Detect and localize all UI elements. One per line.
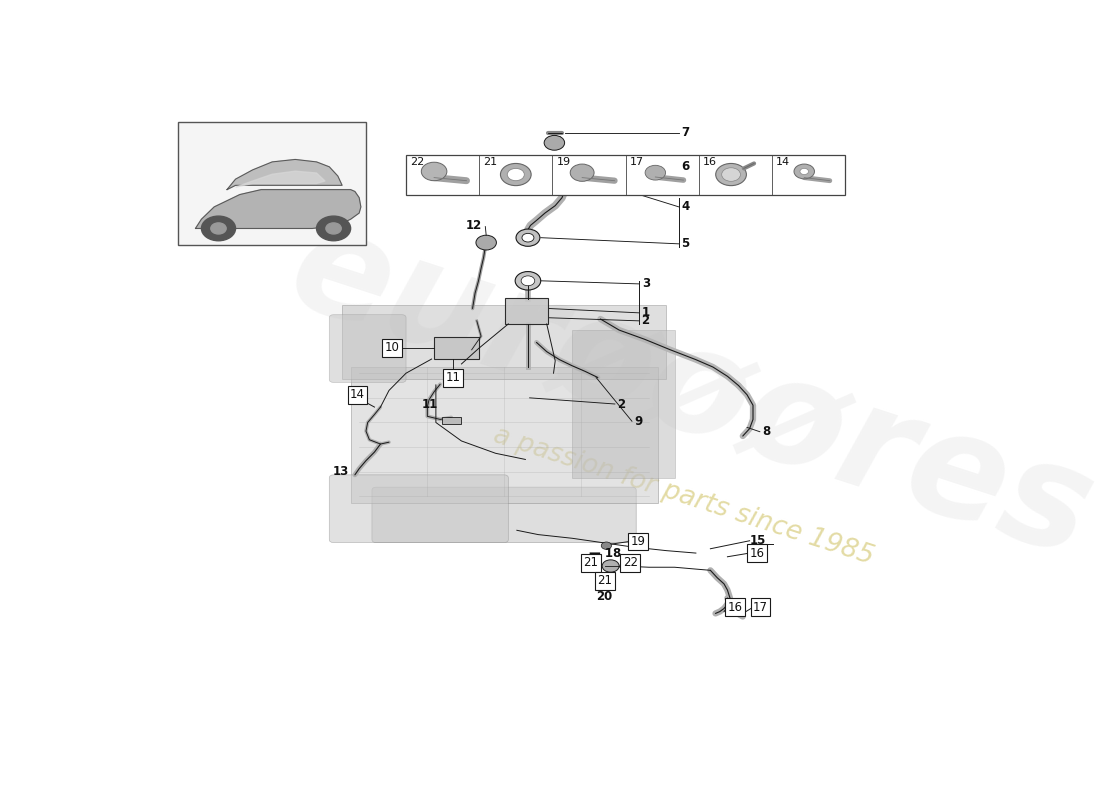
Text: 10: 10 (384, 342, 399, 354)
Text: 16: 16 (703, 157, 717, 167)
Circle shape (326, 223, 341, 234)
Text: 12: 12 (465, 219, 482, 232)
Text: 1: 1 (641, 306, 649, 319)
Text: 11: 11 (446, 371, 461, 384)
Text: 17: 17 (754, 601, 768, 614)
Text: 22: 22 (623, 557, 638, 570)
Text: 20: 20 (596, 590, 613, 603)
Text: 22: 22 (410, 157, 425, 167)
Text: 7: 7 (681, 126, 690, 139)
Text: 2: 2 (641, 314, 649, 327)
Text: 21: 21 (484, 157, 497, 167)
Text: 14: 14 (777, 157, 790, 167)
Circle shape (570, 164, 594, 182)
Text: 11: 11 (421, 398, 438, 410)
Circle shape (507, 168, 525, 181)
Text: eurøøøres: eurøøøres (274, 196, 1100, 587)
Text: 21: 21 (597, 574, 613, 587)
Circle shape (211, 223, 227, 234)
Circle shape (476, 235, 496, 250)
Text: 6: 6 (681, 160, 690, 174)
Text: 5: 5 (681, 238, 690, 250)
Text: 17: 17 (630, 157, 644, 167)
FancyBboxPatch shape (351, 367, 658, 502)
FancyBboxPatch shape (342, 306, 666, 379)
Circle shape (421, 162, 447, 181)
FancyBboxPatch shape (178, 122, 366, 245)
Text: 15: 15 (749, 534, 766, 547)
Circle shape (550, 158, 581, 180)
Circle shape (800, 168, 808, 174)
Text: a passion for parts since 1985: a passion for parts since 1985 (490, 422, 877, 570)
Polygon shape (227, 159, 342, 190)
Text: 21: 21 (583, 557, 598, 570)
Text: 19: 19 (630, 535, 646, 548)
Polygon shape (196, 190, 361, 229)
Text: 13: 13 (332, 466, 349, 478)
Circle shape (557, 162, 574, 175)
FancyBboxPatch shape (329, 314, 406, 382)
Circle shape (515, 271, 541, 290)
Text: 16: 16 (749, 546, 764, 559)
FancyBboxPatch shape (406, 154, 845, 194)
Circle shape (602, 542, 612, 550)
FancyBboxPatch shape (434, 337, 478, 359)
FancyBboxPatch shape (442, 417, 461, 424)
Circle shape (722, 168, 740, 182)
Text: 16: 16 (727, 601, 742, 614)
Circle shape (645, 166, 665, 180)
Text: — 18: — 18 (590, 547, 621, 560)
Circle shape (516, 229, 540, 246)
Circle shape (317, 216, 351, 241)
Polygon shape (235, 171, 326, 187)
FancyBboxPatch shape (329, 475, 508, 542)
FancyBboxPatch shape (572, 330, 674, 478)
Text: 4: 4 (681, 200, 690, 214)
Text: 14: 14 (350, 388, 365, 402)
Text: 19: 19 (557, 157, 571, 167)
Circle shape (500, 163, 531, 186)
Text: 8: 8 (762, 426, 771, 438)
FancyBboxPatch shape (505, 298, 548, 324)
Circle shape (521, 276, 535, 286)
FancyBboxPatch shape (372, 487, 636, 542)
Circle shape (794, 164, 814, 179)
Circle shape (201, 216, 235, 241)
Circle shape (544, 135, 564, 150)
Circle shape (716, 163, 747, 186)
Circle shape (602, 560, 619, 572)
Text: 3: 3 (642, 278, 650, 290)
Text: 9: 9 (635, 414, 642, 428)
Text: 2: 2 (617, 398, 626, 410)
Circle shape (522, 234, 534, 242)
